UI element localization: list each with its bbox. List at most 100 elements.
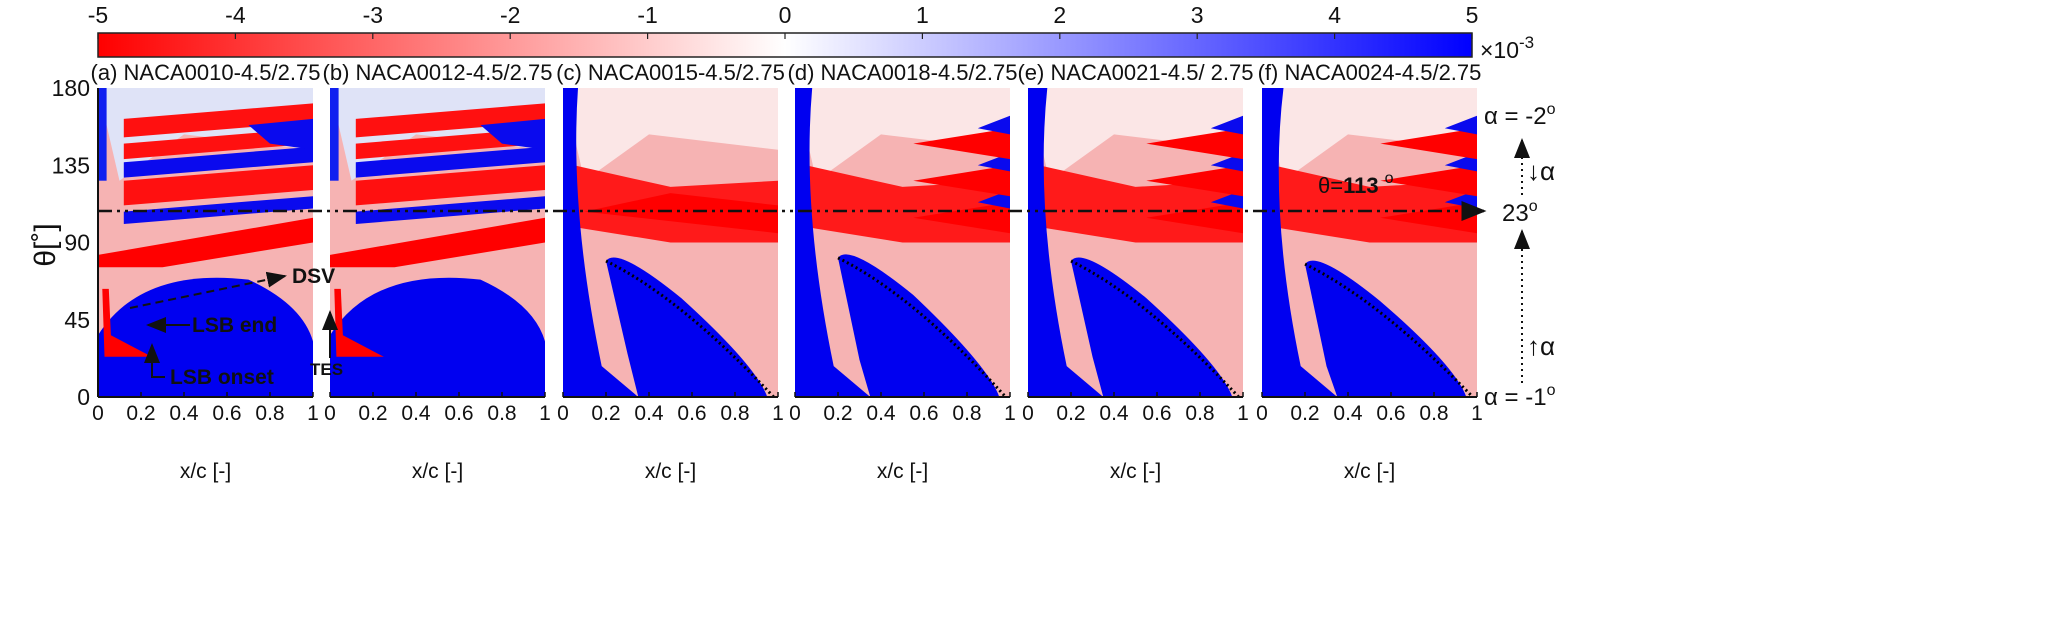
heatmap-panel-e: (e) NACA0021-4.5/ 2.75 0 0.2 0.4 0.6 0.8 1 x/c …: [1017, 60, 1253, 483]
field-band: [355, 165, 545, 206]
x-tick-label: 1: [1237, 402, 1249, 425]
x-tick-label: 0.4: [169, 402, 199, 425]
y-tick-label: 45: [64, 307, 90, 333]
dsv-arrow: [129, 271, 287, 309]
x-axis-label: x/c [-]: [1344, 460, 1395, 483]
field-band: [248, 118, 313, 150]
x-tick-label: 0.2: [823, 402, 852, 425]
colorbar-tick-label: 0: [779, 2, 792, 28]
x-tick-label: 0: [1022, 402, 1034, 425]
lsb-red-tongue: [102, 288, 152, 357]
dsv-red-band: [98, 217, 313, 268]
field-band: [123, 103, 313, 138]
field-band: [480, 118, 545, 150]
leading-edge-blue-strip: [330, 88, 339, 181]
lsb-onset-arrow: [144, 343, 165, 378]
field-band: [123, 165, 313, 206]
field-band: [913, 128, 1010, 160]
leading-edge-blue-region: [795, 88, 871, 397]
y-axis-label: θ[˚]: [29, 223, 62, 266]
y-tick-label: 135: [52, 152, 90, 178]
leading-edge-blue-region: [1028, 88, 1104, 397]
x-tick-label: 1: [307, 402, 319, 425]
tes-dotted-line: [605, 259, 775, 397]
heatmap-field: [563, 88, 778, 397]
dsv-label: DSV: [292, 265, 335, 288]
x-tick-label: 0.6: [677, 402, 706, 425]
leading-edge-blue-strip: [98, 88, 107, 181]
x-tick-label: 0.2: [126, 402, 155, 425]
x-tick-label: 0.8: [1419, 402, 1448, 425]
panel-title: (d) NACA0018-4.5/2.75: [788, 60, 1018, 85]
y-tick-label: 0: [77, 384, 90, 410]
x-tick-label: 0: [324, 402, 336, 425]
reattached-flow-blue-region: [1305, 260, 1467, 397]
field-band: [1380, 202, 1477, 234]
panel-title: (f) NACA0024-4.5/2.75: [1258, 60, 1482, 85]
x-axis-label: x/c [-]: [412, 460, 463, 483]
x-axis-label: x/c [-]: [180, 460, 231, 483]
field-band: [355, 146, 545, 178]
lsb-onset-label: LSB onset: [170, 366, 274, 389]
x-tick-label: 0.4: [634, 402, 664, 425]
leading-edge-blue-region: [563, 88, 639, 397]
x-tick-label: 0.8: [952, 402, 981, 425]
colorbar-tick-label: 1: [916, 2, 929, 28]
heatmap-panel-b: (b) NACA0012-4.5/2.75 0 0.2 0.4 0.6 0.8 1 x/c […: [323, 60, 553, 483]
colorbar-tick-label: 2: [1053, 2, 1066, 28]
tes-label: TES: [310, 360, 343, 379]
x-tick-label: 1: [772, 402, 784, 425]
colorbar-tick-label: -3: [363, 2, 383, 28]
heatmap-field: [795, 88, 1010, 397]
x-tick-label: 0.8: [487, 402, 516, 425]
x-tick-label: 0: [557, 402, 569, 425]
reattached-flow-blue-region: [606, 257, 768, 397]
tes-dotted-line: [1304, 262, 1474, 397]
x-tick-label: 0.4: [401, 402, 431, 425]
x-tick-label: 0: [92, 402, 104, 425]
theta-label: θ=113 o: [1318, 170, 1394, 198]
x-axis-label: x/c [-]: [645, 460, 696, 483]
field-band: [123, 196, 313, 224]
field-upper-region: [795, 88, 1010, 181]
reference-line: θ=113 o: [98, 170, 1487, 222]
reattached-flow-blue-region: [330, 277, 545, 397]
x-tick-label: 0.6: [1142, 402, 1171, 425]
heatmap-panel-a: (a) NACA0010-4.5/2.75 0 0.2 0.4 0.6 0.8 1 x/c […: [91, 60, 321, 483]
x-tick-label: 0.6: [212, 402, 241, 425]
field-band: [913, 165, 1010, 197]
x-tick-label: 0.8: [720, 402, 749, 425]
alpha-axis: α = -2o 23o α = -1o ↓α ↑α: [1484, 101, 1556, 411]
heatmap-field: [1262, 88, 1477, 397]
alpha-top-label: α = -2o: [1484, 101, 1556, 130]
heatmap-panel-d: (d) NACA0018-4.5/2.75 0 0.2 0.4 0.6 0.8 1 x/c […: [788, 60, 1018, 483]
colorbar-tick-label: 3: [1191, 2, 1204, 28]
x-tick-label: 0.6: [909, 402, 938, 425]
field-band: [1380, 165, 1477, 197]
colorbar-tick-label: 5: [1466, 2, 1479, 28]
x-tick-label: 0.6: [1376, 402, 1405, 425]
colorbar-multiplier: ×10-3: [1480, 33, 1534, 63]
x-tick-label: 0: [1256, 402, 1268, 425]
field-upper-region: [563, 88, 778, 181]
x-tick-label: 0.4: [1099, 402, 1129, 425]
alpha-down-label: ↓α: [1527, 156, 1555, 186]
tes-dotted-line: [837, 256, 1007, 397]
y-axis-ticks: 0 45 90 135 180: [52, 75, 99, 410]
lsb-red-tongue: [334, 288, 384, 357]
field-lens: [977, 115, 1010, 135]
field-upper-region: [1262, 88, 1477, 181]
panel-a-annotations: DSV LSB end LSB onset TES: [129, 265, 343, 389]
panel-title: (b) NACA0012-4.5/2.75: [323, 60, 553, 85]
lsb-end-label: LSB end: [192, 314, 277, 337]
colorbar-tick-label: -1: [637, 2, 657, 28]
x-tick-label: 0.8: [255, 402, 284, 425]
colorbar-tick-label: 4: [1328, 2, 1341, 28]
field-band: [1146, 128, 1243, 160]
reattached-flow-blue-region: [1071, 257, 1233, 397]
x-tick-label: 0.2: [1056, 402, 1085, 425]
y-tick-label: 90: [64, 230, 90, 256]
field-upper-region: [1028, 88, 1243, 181]
panel-title: (e) NACA0021-4.5/ 2.75: [1017, 60, 1253, 85]
